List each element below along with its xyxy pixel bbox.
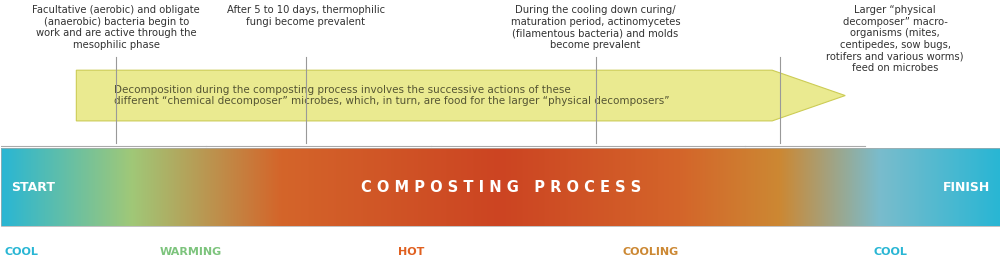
Text: HOT: HOT — [398, 248, 424, 257]
Text: COOLING: COOLING — [622, 248, 679, 257]
Text: During the cooling down curing/
maturation period, actinomycetes
(filamentous ba: During the cooling down curing/ maturati… — [511, 5, 680, 50]
Bar — [1, 148, 1000, 226]
Text: Decomposition during the composting process involves the successive actions of t: Decomposition during the composting proc… — [114, 85, 669, 106]
Text: C O M P O S T I N G   P R O C E S S: C O M P O S T I N G P R O C E S S — [361, 180, 641, 195]
FancyArrow shape — [76, 70, 845, 121]
Text: COOL: COOL — [4, 248, 38, 257]
Text: After 5 to 10 days, thermophilic
fungi become prevalent: After 5 to 10 days, thermophilic fungi b… — [227, 5, 385, 27]
Text: FINISH: FINISH — [943, 181, 990, 194]
Text: WARMING: WARMING — [160, 248, 222, 257]
Text: START: START — [11, 181, 55, 194]
Text: COOL: COOL — [873, 248, 907, 257]
Text: Facultative (aerobic) and obligate
(anaerobic) bacteria begin to
work and are ac: Facultative (aerobic) and obligate (anae… — [32, 5, 200, 50]
Text: Larger “physical
decomposer” macro-
organisms (mites,
centipedes, sow bugs,
roti: Larger “physical decomposer” macro- orga… — [826, 5, 964, 73]
